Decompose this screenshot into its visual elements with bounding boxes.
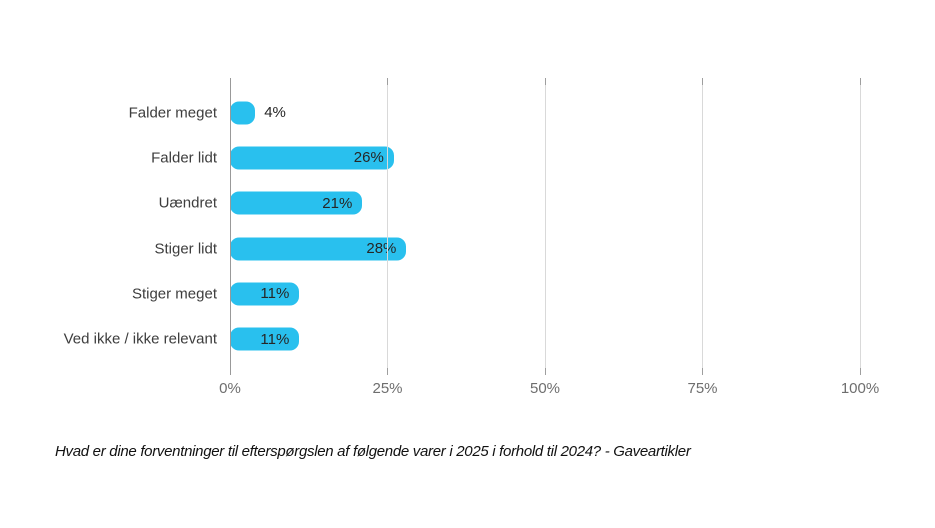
bar: 28% xyxy=(230,237,407,261)
axis-tick xyxy=(859,78,861,85)
value-label: 21% xyxy=(322,194,353,212)
value-label: 26% xyxy=(353,149,384,167)
gridline xyxy=(387,85,388,368)
bar-row: Stiger lidt 28% xyxy=(154,226,860,271)
gridline xyxy=(544,85,546,368)
bar: 26% xyxy=(230,146,394,170)
category-label: Falder meget xyxy=(128,104,217,122)
axis-tick xyxy=(387,368,388,375)
value-label: 28% xyxy=(366,240,397,258)
x-axis-tick-label: 75% xyxy=(687,380,718,397)
category-label: Stiger meget xyxy=(131,285,217,303)
x-axis-tick-label: 25% xyxy=(372,380,403,397)
bar: 21% xyxy=(230,191,363,215)
bar-row: Falder lidt 26% xyxy=(151,135,860,180)
category-label: Stiger lidt xyxy=(154,240,217,258)
bar: 11% xyxy=(230,327,300,351)
value-label: 4% xyxy=(264,104,286,122)
value-label: 11% xyxy=(260,330,290,348)
axis-tick xyxy=(702,78,703,85)
bar-row: Ved ikke / ikke relevant 11% xyxy=(64,317,860,362)
bar-row: Uændret 21% xyxy=(159,181,860,226)
axis-tick xyxy=(859,368,861,375)
plot-area: Falder meget 4% Falder lidt 26% Uændret 21% St… xyxy=(64,78,879,397)
chart-caption: Hvad er dine forventninger til efterspør… xyxy=(55,443,691,460)
value-label: 11% xyxy=(260,285,290,303)
bar-rows: Falder meget 4% Falder lidt 26% Uændret 21% St… xyxy=(64,90,860,362)
axis-tick xyxy=(544,368,546,375)
gridline xyxy=(702,85,703,368)
gridline xyxy=(859,85,861,368)
bar: 11% xyxy=(230,282,300,306)
x-axis-tick-label: 50% xyxy=(529,380,561,397)
x-axis-tick-label: 0% xyxy=(219,380,241,397)
axis-tick xyxy=(702,368,703,375)
y-axis-line xyxy=(229,78,231,375)
category-label: Ved ikke / ikke relevant xyxy=(63,330,217,348)
axis-tick xyxy=(387,78,388,85)
bar: 4% xyxy=(230,101,286,125)
category-label: Falder lidt xyxy=(151,149,217,167)
axis-tick xyxy=(544,78,546,85)
x-axis-tick-label: 100% xyxy=(840,380,880,397)
bar-row: Stiger meget 11% xyxy=(132,271,860,316)
category-label: Uændret xyxy=(158,194,217,212)
bar-row: Falder meget 4% xyxy=(129,90,860,135)
